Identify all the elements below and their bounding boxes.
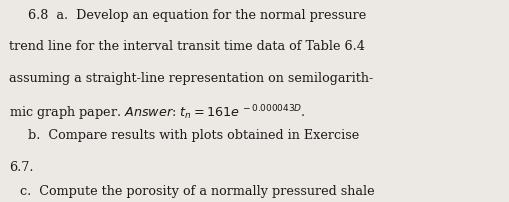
Text: b.  Compare results with plots obtained in Exercise: b. Compare results with plots obtained i… bbox=[28, 129, 359, 142]
Text: assuming a straight-line representation on semilogarith-: assuming a straight-line representation … bbox=[9, 72, 374, 85]
Text: mic graph paper. $\mathit{Answer}$: $t_n = 161\mathit{e}^{\,-0.000043D}$.: mic graph paper. $\mathit{Answer}$: $t_n… bbox=[9, 103, 306, 123]
Text: 6.8  a.  Develop an equation for the normal pressure: 6.8 a. Develop an equation for the norma… bbox=[28, 9, 366, 22]
Text: trend line for the interval transit time data of Table 6.4: trend line for the interval transit time… bbox=[9, 40, 365, 53]
Text: c.  Compute the porosity of a normally pressured shale: c. Compute the porosity of a normally pr… bbox=[20, 185, 375, 198]
Text: 6.7.: 6.7. bbox=[9, 161, 34, 174]
